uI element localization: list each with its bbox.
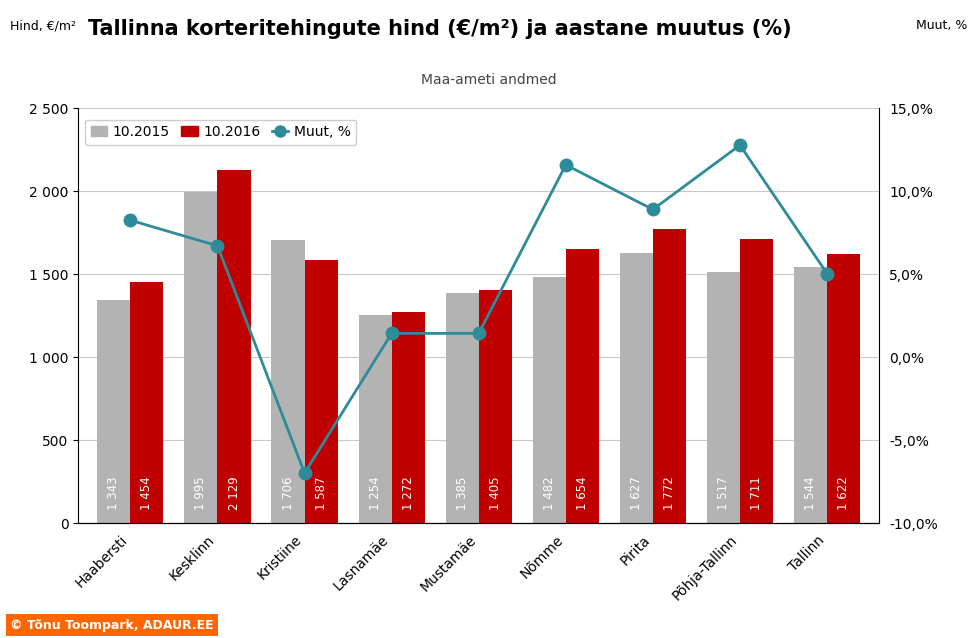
Text: © Tõnu Toompark, ADAUR.EE: © Tõnu Toompark, ADAUR.EE [10,619,213,632]
Text: 1 343: 1 343 [107,477,120,510]
Bar [794,267,828,523]
Bar [828,254,860,523]
Text: 1 587: 1 587 [315,477,327,510]
Text: 2 129: 2 129 [228,476,240,510]
Text: 1 517: 1 517 [717,476,730,510]
Bar [98,300,130,523]
Text: 1 254: 1 254 [368,476,382,510]
Text: 1 385: 1 385 [455,477,469,510]
Bar [479,290,512,523]
Bar [130,282,163,523]
Text: 1 482: 1 482 [543,476,556,510]
Bar [359,315,392,523]
Text: Tallinna korteritehingute hind (€/m²) ja aastane muutus (%): Tallinna korteritehingute hind (€/m²) ja… [88,19,791,39]
Text: 1 272: 1 272 [402,476,414,510]
Text: 1 772: 1 772 [663,476,676,510]
Bar [305,260,338,523]
Bar [653,229,686,523]
Text: 1 706: 1 706 [281,476,294,510]
Legend: 10.2015, 10.2016, Muut, %: 10.2015, 10.2016, Muut, % [85,119,357,145]
Text: 1 405: 1 405 [488,477,502,510]
Text: 1 654: 1 654 [575,476,589,510]
Text: 1 995: 1 995 [194,476,207,510]
Bar [218,170,250,523]
Text: 1 454: 1 454 [141,476,153,510]
Text: 1 544: 1 544 [804,476,817,510]
Bar [185,192,218,523]
Bar [619,253,653,523]
Text: 1 627: 1 627 [630,476,643,510]
Text: 1 622: 1 622 [837,476,850,510]
Bar [532,278,566,523]
Bar [566,249,599,523]
Bar [392,312,425,523]
Bar [446,293,479,523]
Bar [740,239,773,523]
Bar [272,240,305,523]
Text: Hind, €/m²: Hind, €/m² [10,19,76,32]
Text: Maa-ameti andmed: Maa-ameti andmed [421,73,556,87]
Text: 1 711: 1 711 [750,476,763,510]
Bar [707,272,740,523]
Text: Muut, %: Muut, % [915,19,967,32]
